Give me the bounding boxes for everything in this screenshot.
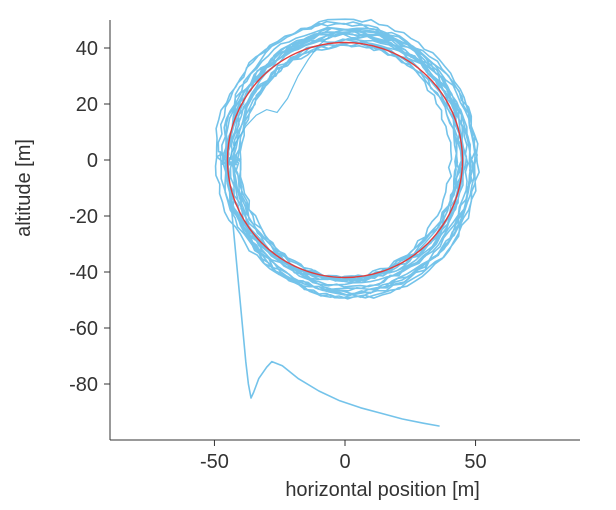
y-tick-label: 0 (87, 150, 98, 172)
y-axis-label: altitude [m] (13, 139, 35, 237)
y-tick-label: -80 (69, 374, 98, 396)
x-tick-label: -50 (200, 451, 229, 473)
y-tick-label: 20 (76, 94, 98, 116)
trajectory-chart: -50 0 50 -80 -60 -40 -20 0 20 40 horizontal positi… (0, 0, 616, 510)
x-tick-label: 0 (339, 451, 350, 473)
y-tick-label: -40 (69, 262, 98, 284)
x-tick-label: 50 (464, 451, 486, 473)
chart-svg: -50 0 50 -80 -60 -40 -20 0 20 40 horizontal positi… (0, 0, 616, 510)
y-tick-label: 40 (76, 38, 98, 60)
y-tick-label: -60 (69, 318, 98, 340)
x-axis-label: horizontal position [m] (285, 479, 480, 501)
y-tick-label: -20 (69, 206, 98, 228)
